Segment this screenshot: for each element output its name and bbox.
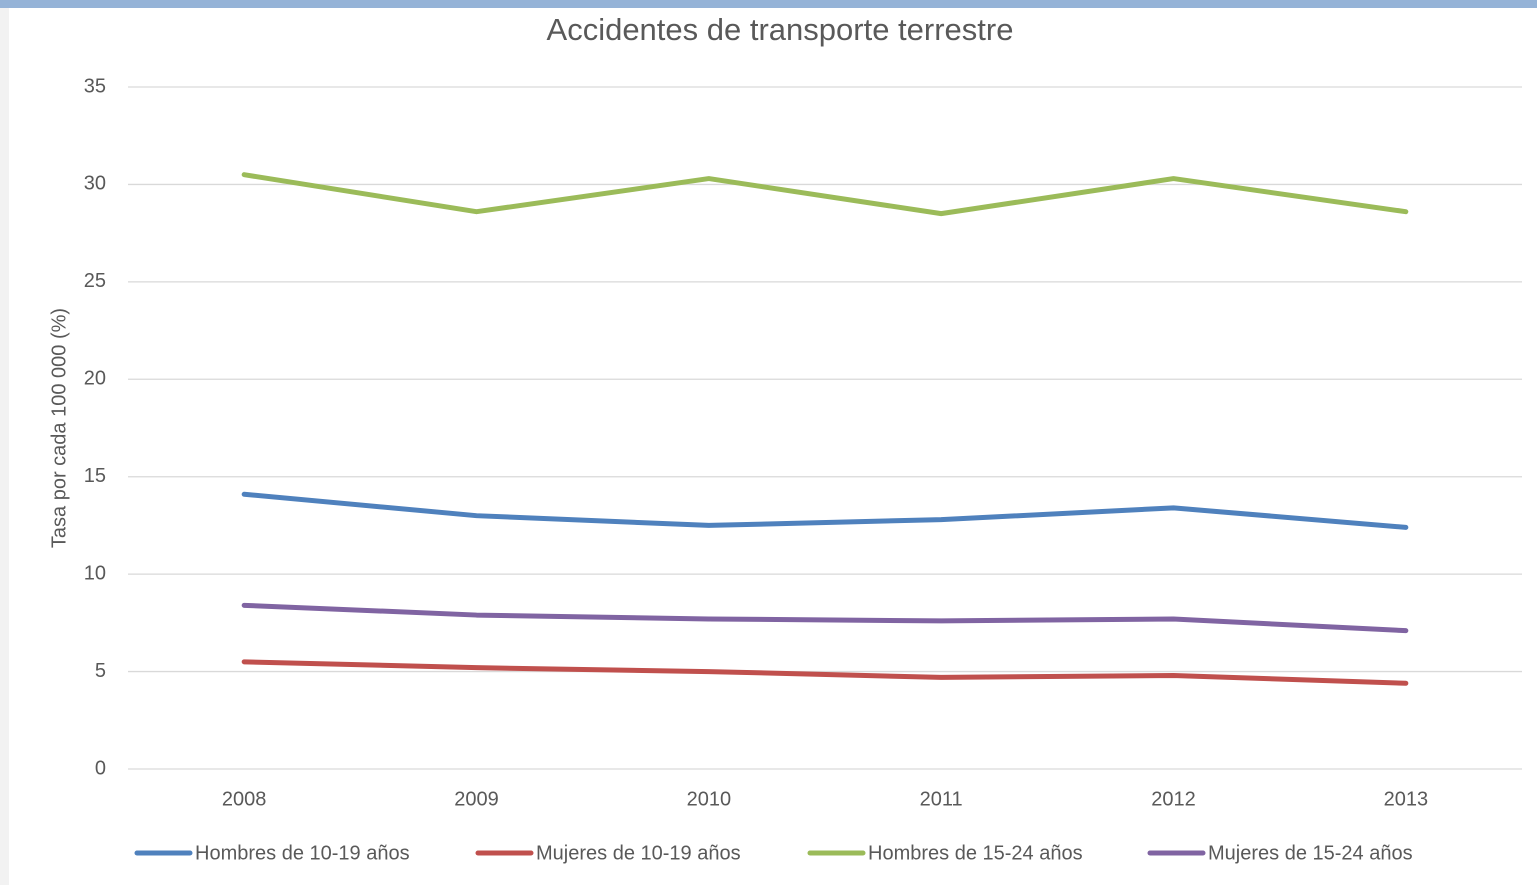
series-line (241, 172, 1409, 217)
y-tick-label: 5 (95, 660, 106, 682)
x-tick-label: 2012 (1151, 788, 1196, 810)
series-line (241, 659, 1409, 686)
y-tick-label: 0 (95, 757, 106, 779)
y-axis-label: Tasa por cada 100 000 (%) (48, 308, 70, 548)
y-tick-label: 35 (84, 75, 106, 97)
left-border (0, 8, 9, 885)
x-tick-label: 2008 (222, 788, 267, 810)
x-tick-label: 2011 (920, 788, 963, 810)
chart-title: Accidentes de transporte terrestre (547, 12, 1014, 47)
x-tick-label: 2013 (1384, 788, 1429, 810)
y-tick-label: 15 (84, 465, 106, 487)
legend-label: Mujeres de 10-19 años (536, 842, 741, 864)
y-tick-label: 20 (84, 368, 106, 390)
x-tick-label: 2010 (687, 788, 732, 810)
top-border (0, 0, 1537, 8)
y-tick-label: 30 (84, 173, 106, 195)
series-line (241, 491, 1409, 530)
x-tick-label: 2009 (454, 788, 499, 810)
legend-label: Mujeres de 15-24 años (1208, 842, 1413, 864)
series-line (241, 602, 1409, 634)
y-tick-label: 25 (84, 270, 106, 292)
y-tick-label: 10 (84, 562, 106, 584)
legend-label: Hombres de 10-19 años (195, 842, 410, 864)
legend-label: Hombres de 15-24 años (868, 842, 1083, 864)
